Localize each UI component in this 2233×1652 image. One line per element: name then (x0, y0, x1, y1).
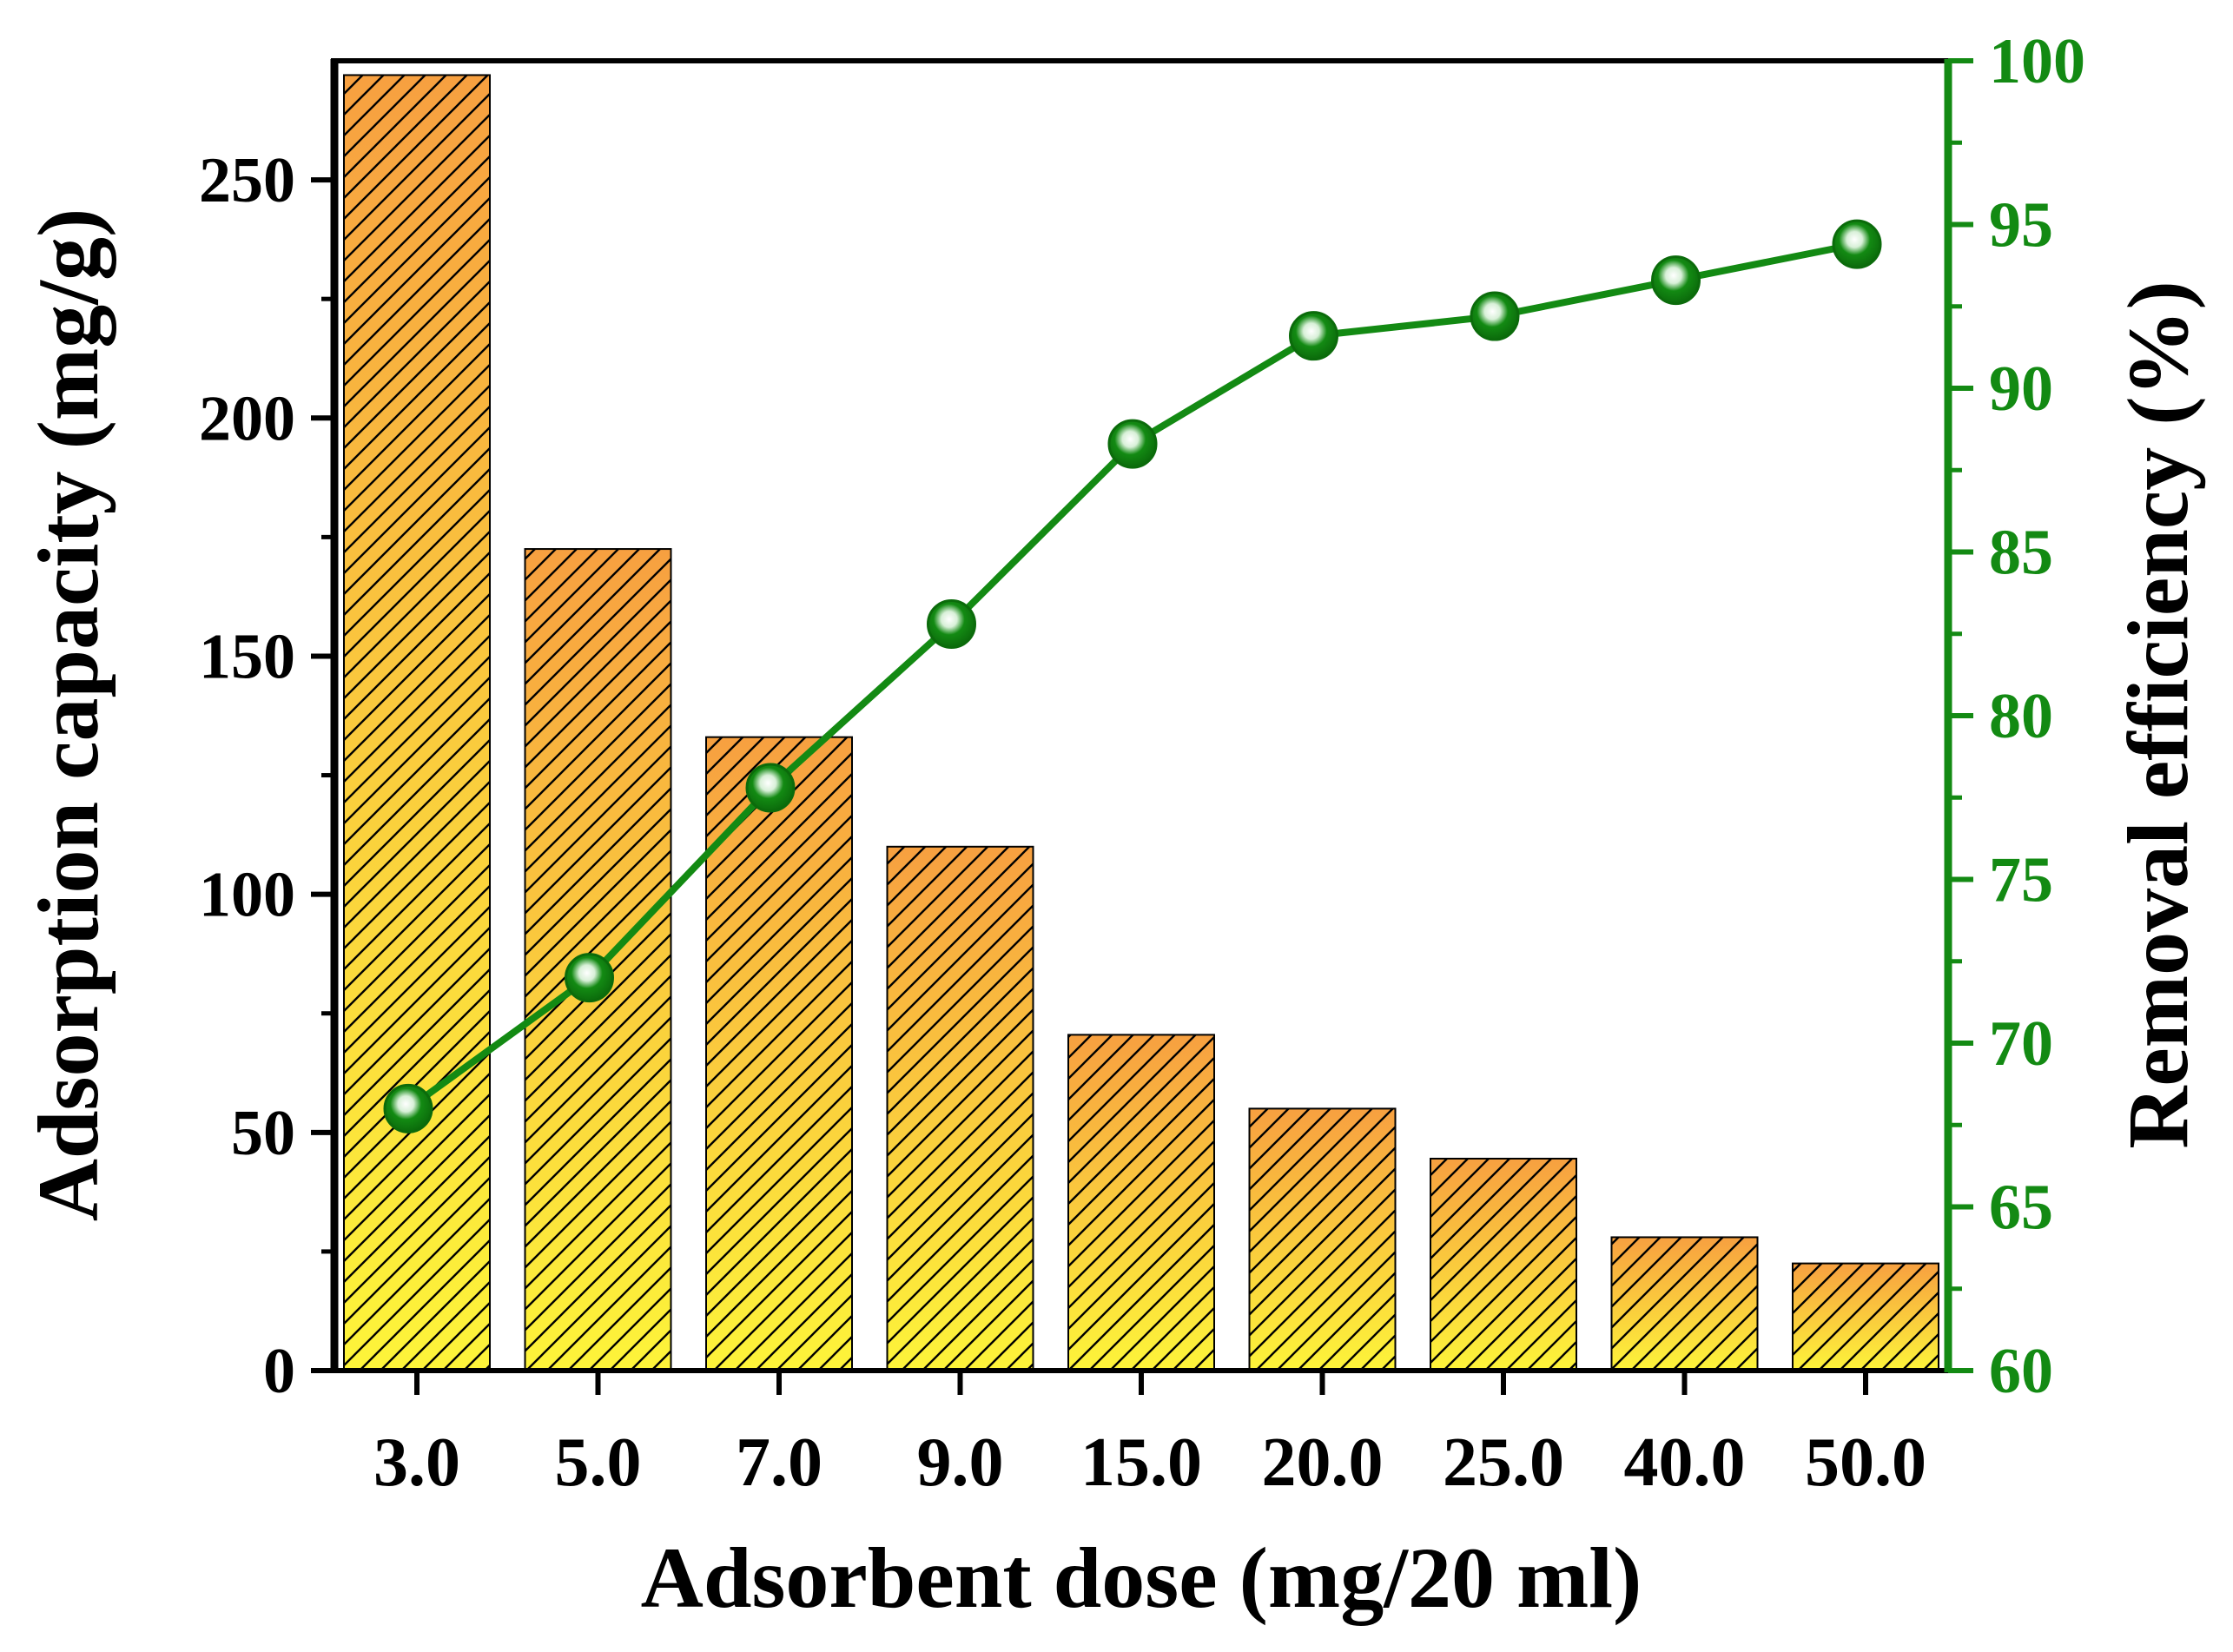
efficiency-point-20.0 (1289, 311, 1338, 361)
x-tick-label: 20.0 (1262, 1424, 1384, 1501)
right-tick-label: 100 (1989, 26, 2085, 97)
bar-hatch (1610, 1236, 1759, 1371)
efficiency-point-25.0 (1470, 291, 1520, 341)
x-tick-label: 7.0 (736, 1424, 823, 1501)
right-tick-label: 80 (1989, 681, 2053, 752)
x-axis-title: Adsorbent dose (mg/20 ml) (641, 1530, 1642, 1626)
bar-hatch (343, 74, 491, 1371)
left-axis-ticks: 0 50 100 150 200 250 (199, 145, 334, 1407)
bar-hatch (1430, 1157, 1577, 1371)
right-tick-label: 75 (1989, 845, 2053, 916)
bar-hatch (1067, 1034, 1215, 1372)
bar-3.0 (343, 74, 491, 1371)
line-layer (383, 219, 1882, 1133)
efficiency-point-3.0 (383, 1083, 433, 1133)
bar-40.0 (1610, 1236, 1759, 1371)
left-tick-label: 0 (263, 1336, 295, 1407)
bar-hatch (886, 845, 1034, 1371)
bar-50.0 (1792, 1262, 1939, 1371)
left-tick-label: 50 (231, 1098, 295, 1169)
bar-15.0 (1067, 1034, 1215, 1372)
left-tick-label: 150 (199, 621, 295, 692)
bar-9.0 (886, 845, 1034, 1371)
efficiency-point-40.0 (1651, 255, 1701, 306)
x-tick-label: 50.0 (1805, 1424, 1926, 1501)
right-tick-label: 60 (1989, 1336, 2053, 1407)
right-axis-title: Removal efficiency (%) (2110, 281, 2206, 1149)
bar-hatch (1248, 1107, 1397, 1372)
x-tick-label: 5.0 (555, 1424, 642, 1501)
right-tick-label: 95 (1989, 190, 2053, 261)
efficiency-point-15.0 (1107, 419, 1158, 469)
left-tick-label: 250 (199, 145, 295, 216)
left-axis-title: Adsorption capacity (mg/g) (20, 208, 116, 1222)
bar-hatch (1792, 1262, 1939, 1371)
left-tick-label: 100 (199, 860, 295, 931)
bar-7.0 (705, 736, 853, 1371)
x-tick-label: 25.0 (1443, 1424, 1564, 1501)
x-tick-label: 40.0 (1624, 1424, 1746, 1501)
efficiency-point-7.0 (745, 763, 796, 813)
bar-20.0 (1248, 1107, 1397, 1372)
right-tick-label: 70 (1989, 1008, 2053, 1080)
efficiency-point-5.0 (565, 953, 614, 1003)
efficiency-point-9.0 (927, 598, 976, 649)
right-axis-ticks: 60 65 70 75 80 85 90 95 100 (1948, 26, 2085, 1407)
efficiency-point-50.0 (1832, 219, 1882, 269)
x-tick-label: 15.0 (1080, 1424, 1202, 1501)
right-tick-label: 85 (1989, 518, 2053, 589)
bar-25.0 (1430, 1157, 1577, 1371)
x-tick-label: 9.0 (917, 1424, 1004, 1501)
right-tick-label: 65 (1989, 1173, 2053, 1244)
left-tick-label: 200 (199, 383, 295, 454)
x-tick-label: 3.0 (373, 1424, 460, 1501)
x-axis-ticks: 3.0 5.0 7.0 9.0 15.0 20.0 25.0 40.0 50.0 (373, 1371, 1926, 1501)
bars-layer (343, 74, 1939, 1372)
right-tick-label: 90 (1989, 354, 2053, 425)
